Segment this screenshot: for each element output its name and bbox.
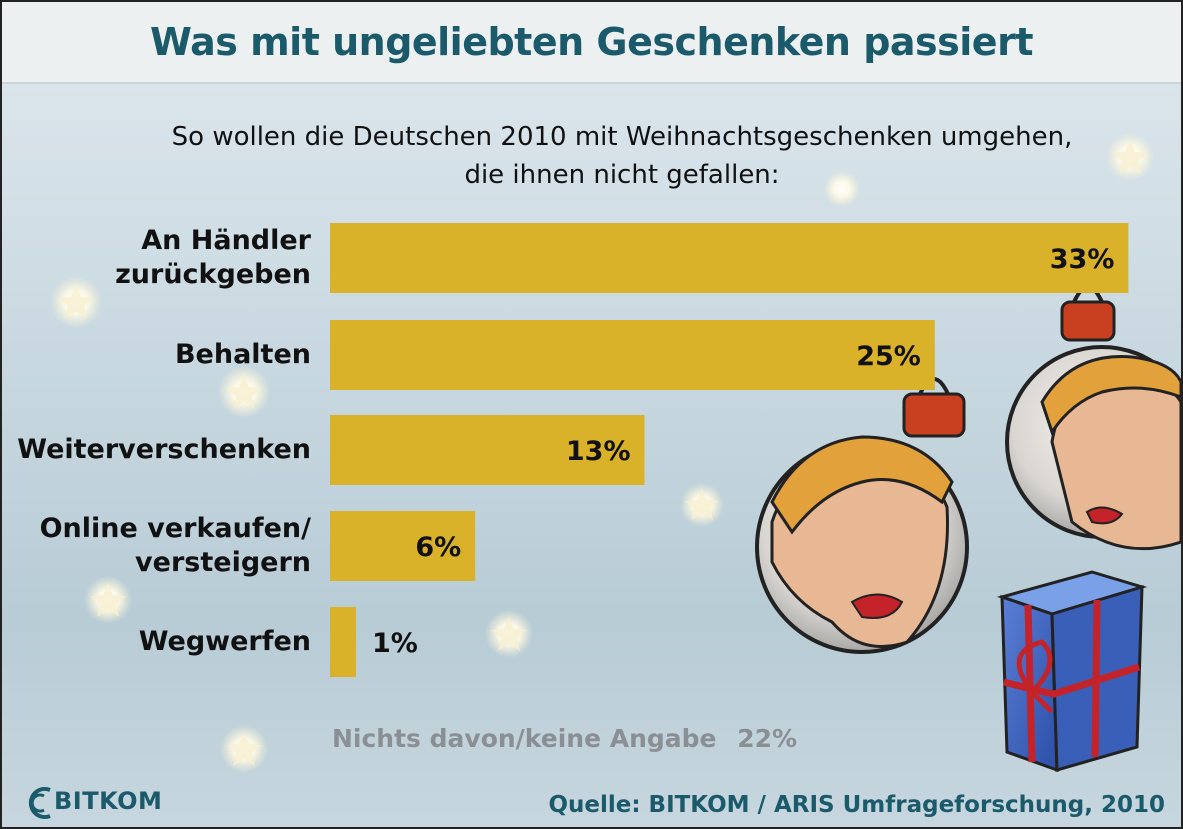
category-label-line: Wegwerfen — [138, 626, 311, 657]
bar-5 — [330, 607, 356, 677]
bar-1 — [330, 223, 1129, 293]
subtitle-line-2: die ihnen nicht gefallen: — [464, 160, 780, 190]
bar-4 — [330, 511, 476, 581]
star-icon-1 — [50, 276, 102, 328]
category-label-line: zurückgeben — [115, 259, 311, 290]
star-icon-4 — [680, 483, 724, 527]
chart-title: Was mit ungeliebten Geschenken passiert — [150, 20, 1033, 64]
category-label-line: An Händler — [141, 225, 311, 256]
source-note: Quelle: BITKOM / ARIS Umfrageforschung, … — [548, 792, 1165, 818]
category-label-line: versteigern — [135, 547, 311, 578]
category-label-line: Behalten — [174, 339, 311, 370]
subtitle-line-1: So wollen die Deutschen 2010 mit Weihnac… — [171, 122, 1073, 152]
star-icon-6 — [220, 725, 268, 773]
category-label-line: Online verkaufen/ — [39, 513, 311, 544]
value-label-1: 33% — [1050, 244, 1115, 275]
category-label-4: Online verkaufen/versteigern — [40, 512, 311, 580]
category-label-3: Weiterverschenken — [17, 433, 311, 467]
title-bar — [2, 2, 1181, 84]
star-icon-7 — [1106, 133, 1154, 181]
gift-box-icon — [996, 570, 1148, 773]
category-label-5: Wegwerfen — [139, 625, 311, 659]
value-label-4: 6% — [415, 532, 461, 563]
bar-2 — [330, 320, 935, 390]
star-icon-3 — [84, 576, 132, 624]
star-icon-8 — [824, 171, 860, 207]
star-icon-2 — [218, 366, 270, 418]
category-label-1: An Händler zurückgeben — [115, 224, 311, 292]
category-label-2: Behalten — [175, 338, 311, 372]
value-label-3: 13% — [566, 436, 631, 467]
bitkom-logo-icon — [28, 787, 51, 819]
no-answer-value: 22% — [737, 724, 798, 753]
no-answer-note: Nichts davon/keine Angabe 22% — [332, 724, 809, 753]
bar-3 — [330, 415, 645, 485]
no-answer-label: Nichts davon/keine Angabe — [332, 724, 717, 753]
star-icon-5 — [485, 610, 533, 658]
value-label-2: 25% — [856, 341, 921, 372]
ornament-ball-right-icon — [1005, 285, 1181, 551]
value-label-5: 1% — [372, 628, 418, 659]
category-label-line: Weiterverschenken — [17, 434, 311, 465]
ornament-ball-left-icon — [755, 377, 969, 654]
logo-text: BITKOM — [54, 787, 163, 815]
